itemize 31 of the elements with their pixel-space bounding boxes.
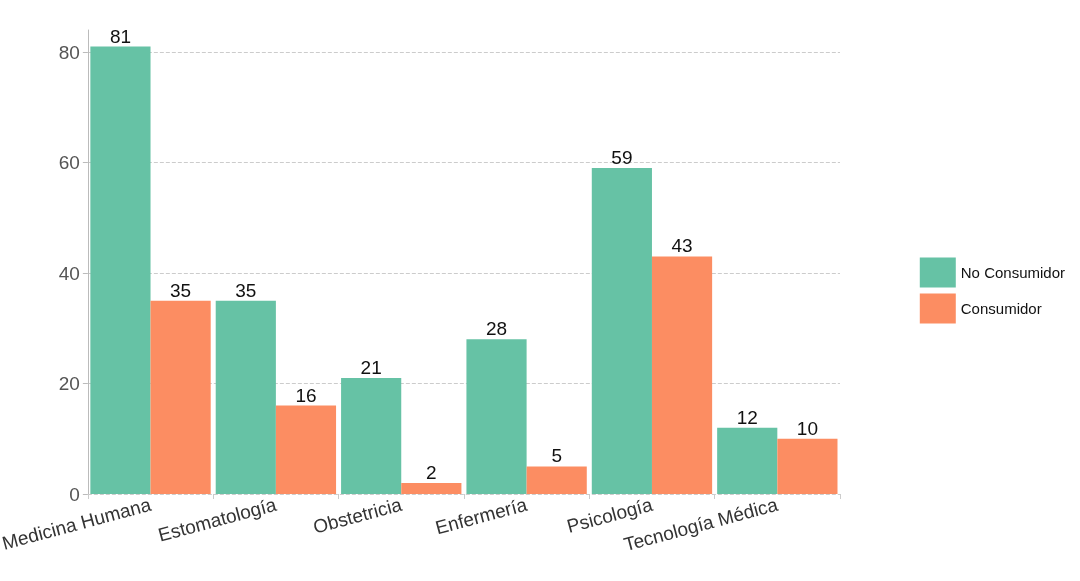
y-tick-label: 60 — [58, 152, 80, 174]
y-tick-label: 0 — [69, 483, 80, 505]
data-label: 81 — [109, 25, 132, 47]
data-label: 43 — [671, 235, 693, 257]
data-label: 28 — [485, 318, 508, 340]
bar — [90, 46, 151, 494]
y-tick-label: 80 — [58, 41, 80, 63]
bar — [341, 378, 402, 494]
data-label: 59 — [611, 147, 633, 169]
data-label: 2 — [426, 461, 437, 483]
data-label: 10 — [796, 417, 818, 439]
data-label: 16 — [295, 384, 317, 406]
bar — [591, 168, 652, 494]
data-label: 21 — [360, 357, 382, 378]
legend-label: No Consumidor — [960, 264, 1066, 281]
bar — [401, 482, 462, 494]
bar — [651, 256, 713, 494]
legend-label: Consumidor — [960, 300, 1042, 317]
y-tick-label: 20 — [58, 373, 80, 395]
bar — [717, 427, 778, 494]
bar — [466, 339, 527, 494]
data-label: 35 — [235, 279, 257, 301]
data-label: 12 — [736, 406, 758, 428]
y-tick-label: 40 — [58, 262, 80, 284]
bar — [275, 405, 337, 494]
data-label: 5 — [551, 445, 562, 467]
bar — [215, 300, 276, 494]
bar — [526, 466, 587, 494]
data-label: 35 — [170, 279, 192, 301]
bar — [777, 438, 838, 494]
bar — [150, 300, 211, 494]
